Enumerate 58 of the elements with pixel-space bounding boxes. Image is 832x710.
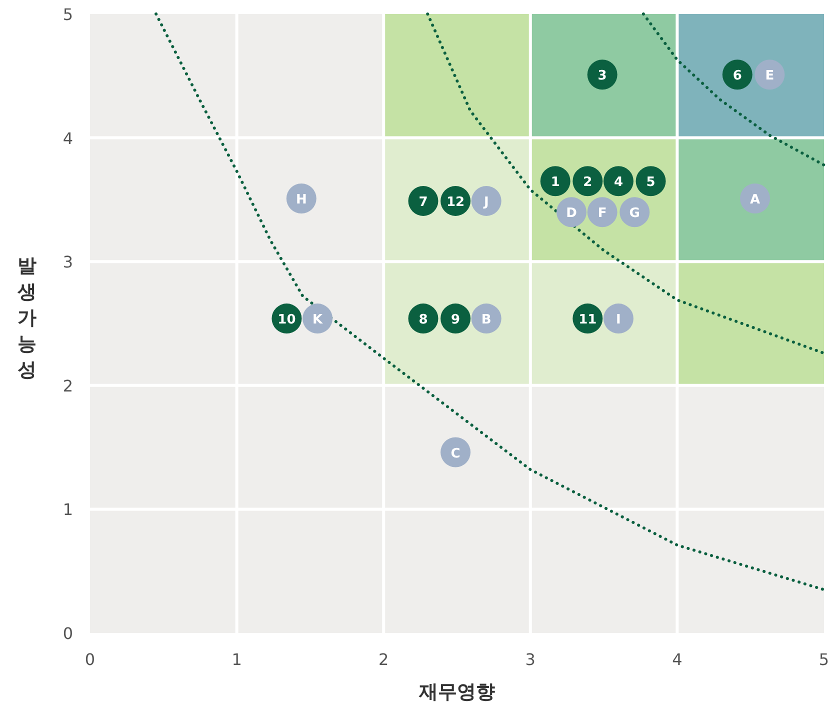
annotation: 3 (598, 68, 607, 84)
annotation: C (450, 446, 460, 462)
point (540, 166, 570, 196)
x-tick-label: 0 (84, 650, 96, 669)
point (636, 166, 666, 196)
annotation: 12 (446, 194, 465, 210)
annotation: G (629, 206, 640, 222)
point (572, 166, 603, 196)
annotation: K (312, 312, 323, 328)
point (603, 304, 634, 334)
y-tick-label: 4 (62, 128, 74, 148)
line-series (642, 12, 826, 167)
annotation: J (484, 194, 489, 210)
x-tick-label: 4 (672, 650, 682, 669)
y-tick-label: 1 (62, 500, 74, 520)
y-tick-label: 5 (62, 5, 74, 24)
point (603, 166, 634, 196)
annotation: D (566, 206, 577, 222)
annotation: 6 (732, 68, 742, 84)
point (722, 60, 752, 90)
point (408, 186, 438, 216)
annotation: E (765, 68, 774, 84)
annotation: H (296, 192, 307, 208)
annotation: A (750, 192, 760, 208)
y-tick-label: 0 (62, 624, 74, 643)
x-axis-title: 재무영향 (418, 681, 495, 703)
annotation: F (598, 206, 607, 222)
y-tick-label: 2 (62, 376, 74, 396)
annotation: 7 (418, 194, 428, 210)
point (471, 304, 502, 334)
annotation: 11 (578, 312, 597, 328)
x-tick-label: 1 (232, 650, 242, 669)
x-tick-label: 2 (378, 650, 389, 669)
y-tick-label: 3 (62, 252, 74, 272)
annotation: 8 (418, 312, 428, 328)
point (440, 437, 471, 468)
point (587, 60, 618, 90)
annotation: 10 (278, 312, 296, 328)
annotation: I (616, 312, 621, 328)
line-series (426, 12, 826, 355)
annotation: 2 (583, 175, 592, 190)
point (302, 304, 333, 334)
line-series (154, 12, 826, 592)
annotation: 4 (614, 175, 623, 190)
y-axis-title: 발생가능성 (16, 255, 36, 381)
annotation: B (481, 312, 492, 328)
point (471, 186, 502, 216)
x-tick-label: 3 (525, 650, 536, 669)
point (440, 304, 471, 334)
point (556, 197, 587, 228)
x-tick-label: 5 (818, 650, 830, 669)
point (286, 183, 316, 214)
annotation: 9 (451, 312, 460, 328)
point (408, 304, 438, 334)
point (754, 60, 785, 90)
annotation: 5 (646, 175, 656, 190)
annotation: 1 (550, 175, 560, 190)
point (587, 197, 618, 228)
